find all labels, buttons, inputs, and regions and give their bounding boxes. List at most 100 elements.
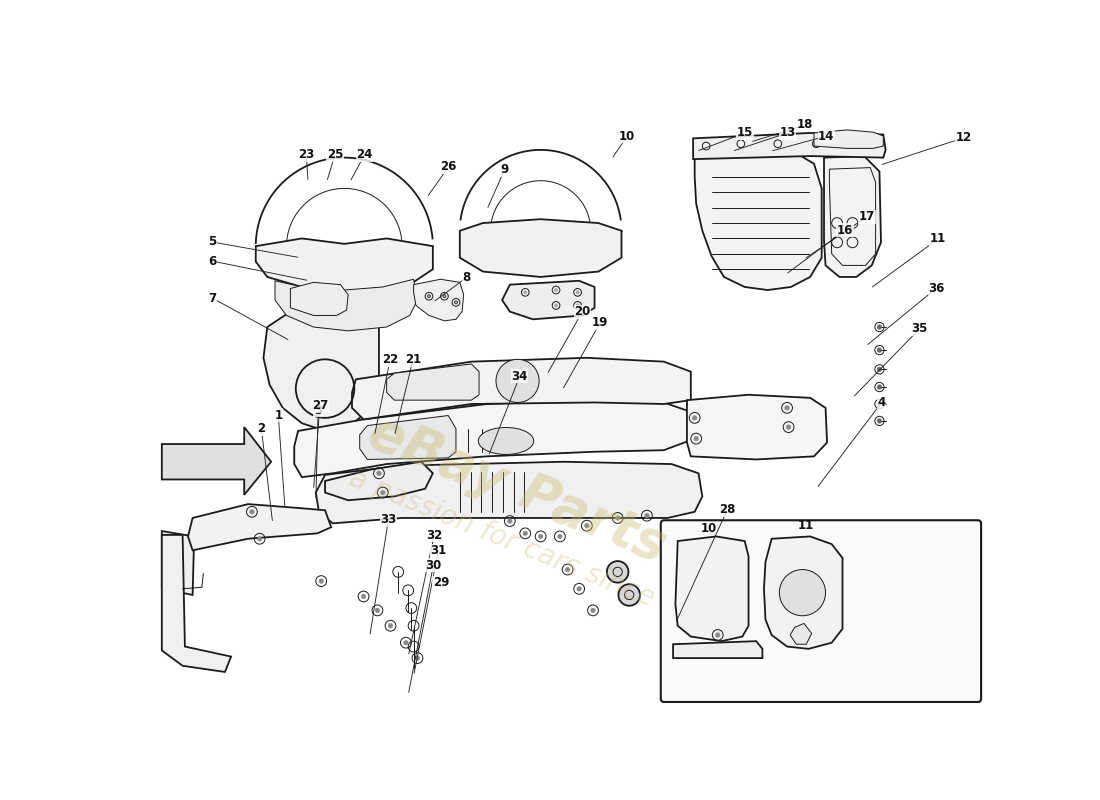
Polygon shape: [162, 531, 195, 595]
Text: 2: 2: [257, 422, 265, 435]
Text: 3: 3: [315, 404, 322, 417]
Circle shape: [250, 510, 254, 514]
Circle shape: [524, 291, 527, 294]
Text: 17: 17: [859, 210, 876, 223]
Circle shape: [692, 415, 697, 420]
Circle shape: [496, 359, 539, 402]
Text: 5: 5: [208, 235, 217, 249]
Polygon shape: [460, 219, 621, 277]
Circle shape: [554, 304, 558, 307]
Text: 23: 23: [298, 148, 315, 161]
Polygon shape: [824, 156, 881, 277]
Circle shape: [715, 633, 720, 638]
Text: 13: 13: [779, 126, 795, 139]
Polygon shape: [387, 364, 480, 400]
Polygon shape: [673, 641, 762, 658]
Ellipse shape: [478, 427, 534, 454]
Circle shape: [381, 490, 385, 495]
Text: 35: 35: [911, 322, 927, 335]
Text: 18: 18: [798, 118, 813, 131]
Text: 32: 32: [426, 529, 442, 542]
Text: 24: 24: [356, 148, 373, 161]
Circle shape: [576, 586, 582, 591]
Text: 10: 10: [619, 130, 636, 142]
Circle shape: [404, 640, 408, 645]
Circle shape: [615, 516, 620, 520]
Polygon shape: [360, 415, 455, 459]
Circle shape: [877, 348, 882, 353]
Text: 15: 15: [737, 126, 754, 139]
Text: eBay Parts: eBay Parts: [361, 406, 674, 572]
Circle shape: [257, 537, 262, 541]
Text: 8: 8: [462, 271, 471, 284]
Text: 25: 25: [327, 148, 343, 161]
Circle shape: [538, 534, 543, 538]
Circle shape: [877, 385, 882, 390]
Polygon shape: [790, 623, 812, 644]
Circle shape: [428, 294, 430, 298]
Circle shape: [877, 367, 882, 372]
Polygon shape: [264, 304, 378, 431]
Circle shape: [319, 578, 323, 583]
Circle shape: [576, 291, 579, 294]
Circle shape: [645, 514, 649, 518]
Circle shape: [584, 523, 590, 528]
Polygon shape: [693, 133, 886, 159]
Circle shape: [877, 325, 882, 330]
Circle shape: [554, 289, 558, 291]
Polygon shape: [763, 537, 843, 649]
Polygon shape: [162, 535, 231, 672]
Circle shape: [618, 584, 640, 606]
Polygon shape: [162, 427, 271, 495]
Circle shape: [576, 304, 579, 307]
Circle shape: [877, 402, 882, 406]
Text: 11: 11: [930, 233, 946, 246]
Polygon shape: [686, 394, 827, 459]
Text: 7: 7: [208, 291, 217, 305]
Polygon shape: [316, 462, 703, 523]
Text: 20: 20: [574, 305, 591, 318]
Text: 21: 21: [405, 353, 421, 366]
Polygon shape: [275, 279, 418, 331]
Polygon shape: [814, 130, 883, 148]
Polygon shape: [502, 281, 594, 319]
Text: 22: 22: [382, 353, 398, 366]
Text: 26: 26: [440, 160, 456, 174]
Circle shape: [375, 608, 379, 613]
Circle shape: [454, 301, 458, 304]
Text: 29: 29: [432, 576, 449, 589]
Text: 16: 16: [837, 224, 854, 237]
Polygon shape: [352, 358, 691, 419]
Text: 27: 27: [311, 399, 328, 412]
Text: 11: 11: [799, 519, 814, 532]
Circle shape: [779, 570, 826, 616]
Text: 12: 12: [956, 131, 971, 144]
Circle shape: [507, 518, 513, 523]
Text: a passion for cars since: a passion for cars since: [345, 465, 659, 613]
Text: 1: 1: [274, 409, 283, 422]
Text: 31: 31: [430, 544, 447, 557]
Circle shape: [565, 567, 570, 572]
Circle shape: [784, 406, 790, 410]
Text: 19: 19: [592, 316, 608, 329]
FancyBboxPatch shape: [661, 520, 981, 702]
Circle shape: [607, 561, 628, 582]
Polygon shape: [695, 148, 822, 290]
Polygon shape: [414, 279, 464, 321]
Text: 14: 14: [818, 130, 835, 142]
Polygon shape: [326, 462, 433, 500]
Polygon shape: [255, 238, 433, 292]
Text: 33: 33: [381, 514, 396, 526]
Text: 10: 10: [701, 522, 716, 535]
Circle shape: [694, 436, 698, 441]
Circle shape: [361, 594, 366, 599]
Text: 34: 34: [512, 370, 528, 382]
Polygon shape: [188, 504, 331, 550]
Circle shape: [443, 294, 446, 298]
Text: 28: 28: [719, 503, 736, 517]
Polygon shape: [295, 400, 695, 477]
Text: 30: 30: [426, 559, 441, 572]
Circle shape: [558, 534, 562, 538]
Circle shape: [786, 425, 791, 430]
Circle shape: [415, 656, 420, 661]
